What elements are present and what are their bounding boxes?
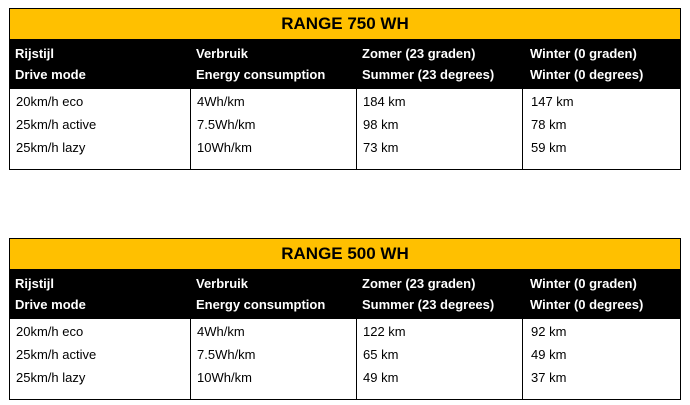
table-title: RANGE 500 WH xyxy=(9,238,681,270)
table-cell: 25km/h lazy xyxy=(16,370,86,385)
header-text: Drive mode xyxy=(15,297,86,312)
table-cell: 59 km xyxy=(531,140,567,155)
header-cell: Rijstijl Drive mode xyxy=(15,43,86,85)
table-cell: 20km/h eco xyxy=(16,94,84,109)
header-text: Drive mode xyxy=(15,67,86,82)
table-body: 20km/h eco 4Wh/km 184 km 147 km 25km/h activ… xyxy=(9,89,681,170)
table-body: 20km/h eco 4Wh/km 122 km 92 km 25km/h active… xyxy=(9,319,681,400)
header-text: Winter (0 graden) xyxy=(530,276,637,291)
table-cell: 92 km xyxy=(531,324,567,339)
header-cell: Verbruik Energy consumption xyxy=(196,43,325,85)
header-cell: Zomer (23 graden) Summer (23 degrees) xyxy=(362,43,494,85)
header-cell: Verbruik Energy consumption xyxy=(196,273,325,315)
header-row: Rijstijl Drive mode Verbruik Energy consump… xyxy=(9,269,681,319)
table-cell: 7.5Wh/km xyxy=(197,117,256,132)
table-cell: 78 km xyxy=(531,117,567,132)
column-border xyxy=(190,319,191,399)
table-cell: 20km/h eco xyxy=(16,324,84,339)
header-text: Winter (0 degrees) xyxy=(530,297,644,312)
header-text: Summer (23 degrees) xyxy=(362,297,495,312)
header-cell: Rijstijl Drive mode xyxy=(15,273,86,315)
table-cell: 25km/h active xyxy=(16,347,97,362)
header-text: Zomer (23 graden) xyxy=(362,46,476,61)
table-cell: 49 km xyxy=(531,347,567,362)
table-cell: 49 km xyxy=(363,370,399,385)
table-cell: 4Wh/km xyxy=(197,324,245,339)
table-cell: 25km/h lazy xyxy=(16,140,86,155)
header-text: Energy consumption xyxy=(196,297,326,312)
header-text: Rijstijl xyxy=(15,276,55,291)
header-text: Verbruik xyxy=(196,276,249,291)
table: RANGE 750 WH Rijstijl Drive mode Verbruik En… xyxy=(9,8,681,170)
header-text: Zomer (23 graden) xyxy=(362,276,476,291)
header-cell: Zomer (23 graden) Summer (23 degrees) xyxy=(362,273,494,315)
column-border xyxy=(356,319,357,399)
table-cell: 98 km xyxy=(363,117,399,132)
column-border xyxy=(190,89,191,169)
header-cell: Winter (0 graden) Winter (0 degrees) xyxy=(530,273,643,315)
table-cell: 4Wh/km xyxy=(197,94,245,109)
column-border xyxy=(522,319,523,399)
header-text: Winter (0 graden) xyxy=(530,46,637,61)
table-cell: 122 km xyxy=(363,324,406,339)
column-border xyxy=(522,89,523,169)
header-text: Winter (0 degrees) xyxy=(530,67,644,82)
header-text: Rijstijl xyxy=(15,46,55,61)
header-text: Energy consumption xyxy=(196,67,326,82)
table-cell: 73 km xyxy=(363,140,399,155)
table-cell: 10Wh/km xyxy=(197,140,252,155)
table-cell: 37 km xyxy=(531,370,567,385)
table-cell: 7.5Wh/km xyxy=(197,347,256,362)
column-border xyxy=(356,89,357,169)
table-cell: 65 km xyxy=(363,347,399,362)
header-text: Verbruik xyxy=(196,46,249,61)
table-cell: 10Wh/km xyxy=(197,370,252,385)
header-text: Summer (23 degrees) xyxy=(362,67,495,82)
header-cell: Winter (0 graden) Winter (0 degrees) xyxy=(530,43,643,85)
table-cell: 25km/h active xyxy=(16,117,97,132)
table: RANGE 500 WH Rijstijl Drive mode Verbruik En… xyxy=(9,238,681,400)
table-title: RANGE 750 WH xyxy=(9,8,681,40)
table-cell: 184 km xyxy=(363,94,406,109)
table-cell: 147 km xyxy=(531,94,574,109)
header-row: Rijstijl Drive mode Verbruik Energy consump… xyxy=(9,39,681,89)
